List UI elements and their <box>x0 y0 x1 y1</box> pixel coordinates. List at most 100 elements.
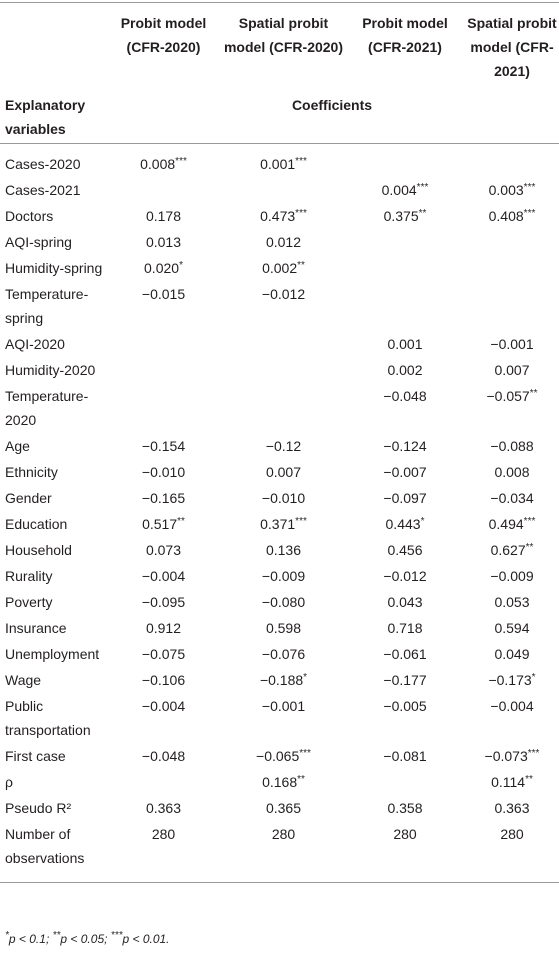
value-cell: −0.124 <box>383 438 427 454</box>
row-label: Wage <box>5 672 42 688</box>
table-row: Cases-2021 0.004*** 0.003*** <box>0 178 559 204</box>
row-label: AQI-spring <box>5 234 72 250</box>
row-label: Rurality <box>5 568 53 584</box>
empty-cell <box>105 332 222 358</box>
empty-cell <box>465 144 559 179</box>
value-cell: 0.001 <box>387 336 423 352</box>
value-cell: 0.013 <box>145 234 182 250</box>
column-header: Probit model (CFR-2021) <box>362 15 448 55</box>
value-cell: −0.080 <box>261 594 306 610</box>
row-label: Pseudo R² <box>5 800 72 816</box>
value-cell: −0.009 <box>261 568 306 584</box>
value-cell: −0.015 <box>141 286 186 302</box>
value-cell: −0.065*** <box>256 748 311 764</box>
value-cell: 0.456 <box>387 542 423 558</box>
row-label: Cases-2020 <box>5 156 81 172</box>
table-row: Ethnicity −0.010 0.007 −0.007 0.008 <box>0 460 559 486</box>
value-cell: −0.081 <box>383 748 427 764</box>
column-header: Probit model (CFR-2020) <box>120 15 207 55</box>
value-cell: 280 <box>271 826 296 842</box>
table-row: Public transportation −0.004 −0.001 −0.005 −… <box>0 694 559 744</box>
value-cell: 0.494*** <box>488 516 536 532</box>
corner-cell <box>0 3 105 90</box>
row-label: First case <box>5 748 66 764</box>
table-row: Doctors 0.178 0.473*** 0.375** 0.408*** <box>0 204 559 230</box>
value-cell: 0.008 <box>494 464 530 480</box>
row-label: Number of observations <box>5 826 85 866</box>
value-cell: −0.048 <box>383 388 427 404</box>
value-cell: 0.008*** <box>140 156 187 172</box>
table-row: Unemployment −0.075 −0.076 −0.061 0.049 <box>0 642 559 668</box>
value-cell: −0.165 <box>141 490 186 506</box>
table-row: AQI-2020 0.001 −0.001 <box>0 332 559 358</box>
table-row: Insurance 0.912 0.598 0.718 0.594 <box>0 616 559 642</box>
empty-cell <box>105 358 222 384</box>
value-cell: −0.154 <box>141 438 186 454</box>
value-cell: 0.043 <box>387 594 423 610</box>
row-label: Cases-2021 <box>5 182 81 198</box>
row-label: AQI-2020 <box>5 336 65 352</box>
table-row: Temperature-spring −0.015 −0.012 <box>0 282 559 332</box>
footnote: *p < 0.1; **p < 0.05; ***p < 0.01. <box>5 930 170 947</box>
empty-cell <box>345 256 465 282</box>
table-row: Age −0.154 −0.12 −0.124 −0.088 <box>0 434 559 460</box>
value-cell: 0.007 <box>494 362 530 378</box>
row-label: Unemployment <box>5 646 100 662</box>
table-row: ρ 0.168** 0.114** <box>0 770 559 796</box>
table-row: Humidity-2020 0.002 0.007 <box>0 358 559 384</box>
row-label: Education <box>5 516 68 532</box>
value-cell: −0.001 <box>261 698 306 714</box>
value-cell: 0.114** <box>491 774 533 790</box>
value-cell: 0.371*** <box>260 516 307 532</box>
value-cell: −0.010 <box>141 464 186 480</box>
row-label: Poverty <box>5 594 53 610</box>
value-cell: 0.443* <box>385 516 425 532</box>
value-cell: −0.004 <box>141 698 186 714</box>
value-cell: −0.173* <box>488 672 536 688</box>
value-cell: 0.003*** <box>488 182 536 198</box>
row-label: Insurance <box>5 620 67 636</box>
row-label: Gender <box>5 490 52 506</box>
value-cell: −0.088 <box>490 438 534 454</box>
row-label: Ethnicity <box>5 464 58 480</box>
value-cell: −0.177 <box>383 672 427 688</box>
value-cell: −0.057** <box>486 388 538 404</box>
value-cell: 0.358 <box>387 800 423 816</box>
value-cell: −0.075 <box>141 646 186 662</box>
value-cell: 0.073 <box>145 542 182 558</box>
empty-cell <box>105 770 222 796</box>
value-cell: −0.061 <box>383 646 427 662</box>
table-row: Pseudo R² 0.363 0.365 0.358 0.363 <box>0 796 559 822</box>
value-cell: −0.009 <box>490 568 534 584</box>
value-cell: −0.076 <box>261 646 306 662</box>
table-row: Gender −0.165 −0.010 −0.097 −0.034 <box>0 486 559 512</box>
table-row: Cases-2020 0.008*** 0.001*** <box>0 144 559 179</box>
value-cell: 280 <box>393 826 417 842</box>
value-cell: 0.363 <box>145 800 182 816</box>
table-row: Temperature-2020 −0.048 −0.057** <box>0 384 559 434</box>
row-label: Temperature-2020 <box>5 388 89 428</box>
empty-cell <box>222 384 345 434</box>
value-cell: −0.073*** <box>484 748 540 764</box>
row-label: Public transportation <box>5 698 91 738</box>
empty-cell <box>345 282 465 332</box>
empty-cell <box>345 230 465 256</box>
coefficients-table: Probit model (CFR-2020) Spatial probit mo… <box>0 2 559 883</box>
value-cell: −0.095 <box>141 594 186 610</box>
value-cell: 0.002 <box>387 362 423 378</box>
value-cell: −0.012 <box>383 568 427 584</box>
value-cell: −0.106 <box>141 672 186 688</box>
row-header: Explanatory variables <box>5 97 86 137</box>
empty-cell <box>465 282 559 332</box>
table-row: Rurality −0.004 −0.009 −0.012 −0.009 <box>0 564 559 590</box>
value-cell: 0.053 <box>494 594 530 610</box>
column-header: Spatial probit model (CFR-2021) <box>467 15 557 79</box>
table-row: AQI-spring 0.013 0.012 <box>0 230 559 256</box>
value-cell: 0.517** <box>142 516 185 532</box>
empty-cell <box>345 144 465 179</box>
value-cell: 0.012 <box>265 234 302 250</box>
column-header: Spatial probit model (CFR-2020) <box>223 15 344 55</box>
value-cell: −0.097 <box>383 490 427 506</box>
row-label: Doctors <box>5 208 54 224</box>
